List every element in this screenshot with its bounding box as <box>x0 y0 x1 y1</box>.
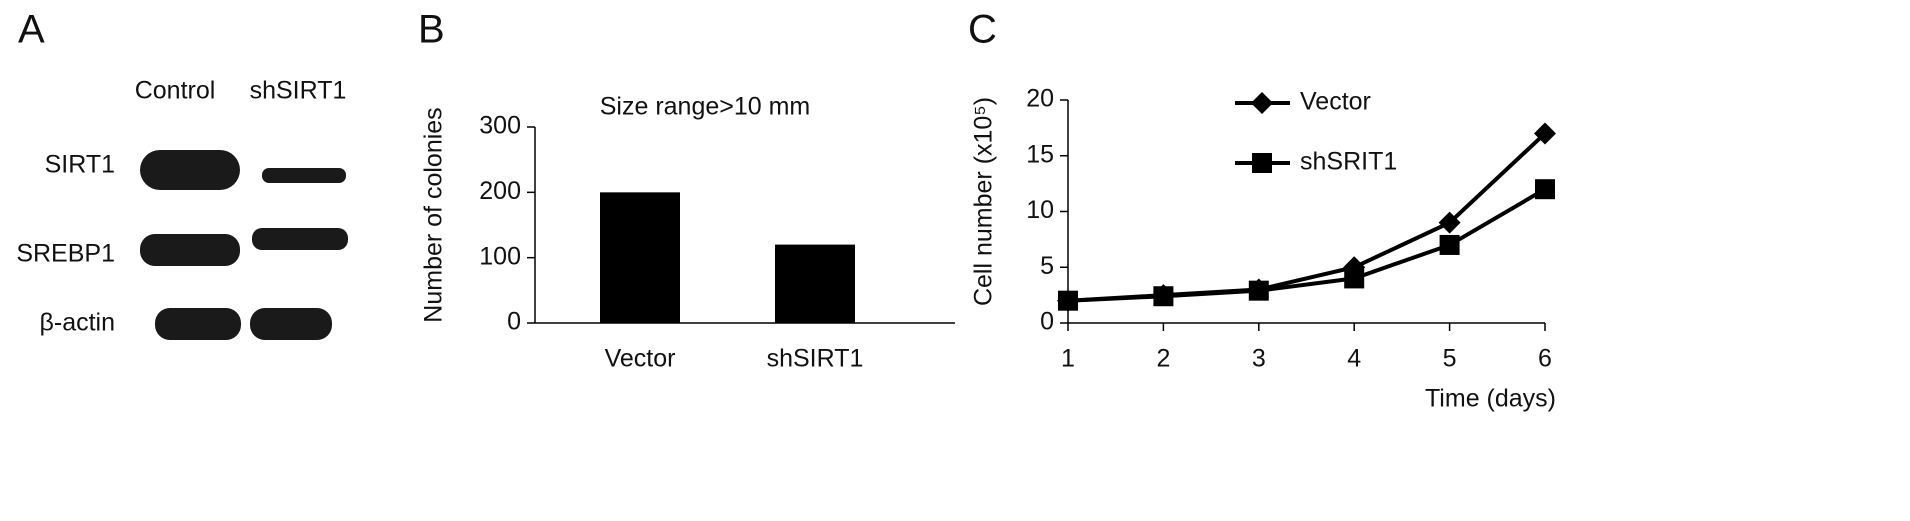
y-axis-label: Cell number (x10⁵) <box>970 97 998 306</box>
marker <box>1534 122 1556 145</box>
bar <box>600 192 680 323</box>
x-tick-label: 6 <box>1538 345 1552 373</box>
marker <box>1438 211 1461 234</box>
marker <box>1535 179 1555 200</box>
y-axis-label: Number of colonies <box>420 107 448 322</box>
marker <box>1058 290 1078 311</box>
y-tick-label: 200 <box>479 177 521 205</box>
marker <box>1153 286 1174 307</box>
y-tick-label: 0 <box>1040 308 1054 336</box>
band <box>155 308 241 340</box>
row-label: SIRT1 <box>45 151 115 179</box>
blot-image <box>140 150 348 340</box>
x-tick-label: shSIRT1 <box>767 345 864 373</box>
band <box>250 308 332 340</box>
legend-label: Vector <box>1300 88 1371 116</box>
y-tick-label: 300 <box>479 112 521 140</box>
y-tick-label: 10 <box>1026 196 1054 224</box>
x-tick-label: 5 <box>1443 345 1457 373</box>
y-tick-label: 100 <box>479 242 521 270</box>
marker <box>1248 280 1269 301</box>
row-label: SREBP1 <box>16 240 115 268</box>
column-label: shSIRT1 <box>250 77 347 105</box>
y-tick-label: 5 <box>1040 252 1054 280</box>
panel-label: B <box>418 8 445 52</box>
y-tick-label: 0 <box>507 308 521 336</box>
column-label: Control <box>135 77 216 105</box>
x-tick-label: 4 <box>1347 345 1361 373</box>
x-tick-label: 2 <box>1156 345 1170 373</box>
panel-label: C <box>968 8 997 52</box>
band <box>262 168 346 183</box>
x-tick-label: 3 <box>1252 345 1266 373</box>
series-line <box>1067 187 1547 303</box>
x-tick-label: 1 <box>1061 345 1075 373</box>
x-tick-label: Vector <box>605 345 676 373</box>
row-label: β-actin <box>39 309 115 337</box>
x-axis-label: Time (days) <box>1425 385 1556 413</box>
band <box>140 150 240 190</box>
marker <box>1252 153 1272 173</box>
chart-title: Size range>10 mm <box>600 93 811 121</box>
marker <box>1439 234 1460 255</box>
bar <box>775 244 855 323</box>
y-tick-label: 20 <box>1026 85 1054 113</box>
marker <box>1344 268 1365 289</box>
panel-label: A <box>18 8 45 52</box>
band <box>140 234 240 266</box>
y-tick-label: 15 <box>1026 140 1054 168</box>
legend-label: shSRIT1 <box>1300 148 1397 176</box>
marker <box>1251 92 1273 114</box>
band <box>252 228 348 250</box>
